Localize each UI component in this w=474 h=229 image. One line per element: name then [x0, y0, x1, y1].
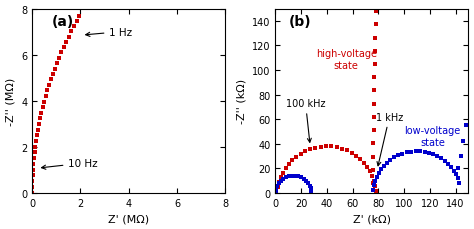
Text: 10 Hz: 10 Hz: [42, 158, 98, 169]
Text: high-voltage
state: high-voltage state: [316, 49, 377, 70]
Text: (b): (b): [289, 15, 311, 29]
Text: (a): (a): [52, 15, 74, 29]
Text: 1 Hz: 1 Hz: [86, 27, 133, 38]
Text: low-voltage
state: low-voltage state: [404, 126, 461, 147]
Text: 100 kHz: 100 kHz: [286, 99, 325, 143]
X-axis label: Z' (kΩ): Z' (kΩ): [353, 213, 391, 224]
Y-axis label: -Z'' (kΩ): -Z'' (kΩ): [237, 79, 246, 124]
Text: 1 kHz: 1 kHz: [376, 112, 403, 166]
X-axis label: Z' (MΩ): Z' (MΩ): [108, 213, 149, 224]
Y-axis label: -Z'' (MΩ): -Z'' (MΩ): [6, 77, 16, 125]
